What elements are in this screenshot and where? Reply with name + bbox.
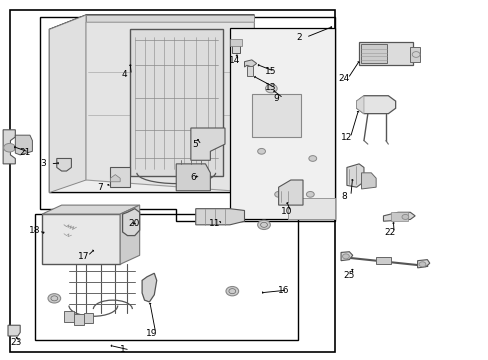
Polygon shape: [8, 325, 20, 336]
Text: 11: 11: [208, 219, 220, 228]
Bar: [246, 66, 252, 76]
Circle shape: [418, 262, 425, 267]
Text: 22: 22: [384, 228, 395, 237]
Text: 20: 20: [128, 219, 140, 228]
Bar: [358, 42, 412, 65]
Bar: [232, 40, 239, 53]
Polygon shape: [190, 128, 224, 160]
Text: 14: 14: [228, 56, 240, 65]
Polygon shape: [195, 209, 244, 225]
Text: 16: 16: [277, 285, 288, 294]
Polygon shape: [176, 164, 210, 191]
Bar: [409, 47, 419, 62]
Circle shape: [274, 192, 282, 197]
Polygon shape: [417, 260, 429, 268]
Circle shape: [401, 215, 408, 220]
Text: 17: 17: [78, 252, 89, 261]
Circle shape: [308, 156, 316, 161]
Text: 4: 4: [122, 71, 127, 80]
Text: 19: 19: [146, 329, 157, 338]
Polygon shape: [3, 130, 15, 164]
Text: 15: 15: [264, 67, 276, 76]
Circle shape: [342, 254, 348, 259]
Polygon shape: [120, 205, 140, 264]
Polygon shape: [15, 135, 32, 155]
Bar: [251, 94, 300, 137]
Text: 6: 6: [190, 173, 196, 182]
Bar: [390, 212, 407, 221]
Polygon shape: [288, 198, 334, 220]
Text: 25: 25: [343, 271, 354, 280]
Circle shape: [265, 84, 277, 93]
Text: 21: 21: [19, 148, 31, 157]
Text: 12: 12: [340, 133, 351, 142]
Polygon shape: [142, 273, 157, 302]
Polygon shape: [278, 180, 303, 205]
Circle shape: [225, 287, 238, 296]
Bar: [360, 44, 386, 63]
Bar: [375, 257, 390, 264]
Text: 9: 9: [273, 94, 279, 103]
Bar: [10, 10, 334, 352]
Polygon shape: [86, 15, 254, 22]
Polygon shape: [42, 205, 140, 214]
Circle shape: [306, 192, 314, 197]
Bar: [110, 167, 130, 187]
Polygon shape: [383, 212, 414, 221]
Polygon shape: [42, 214, 120, 264]
Text: 23: 23: [10, 338, 22, 347]
Text: 2: 2: [296, 33, 301, 42]
Text: 18: 18: [29, 226, 41, 235]
Bar: [229, 39, 242, 45]
Circle shape: [48, 294, 61, 303]
Text: 3: 3: [41, 159, 46, 168]
Polygon shape: [356, 96, 395, 114]
Polygon shape: [346, 164, 363, 187]
Circle shape: [257, 148, 265, 154]
Bar: [35, 214, 298, 339]
Text: 7: 7: [97, 183, 102, 192]
Polygon shape: [361, 173, 375, 189]
Polygon shape: [356, 96, 363, 114]
Text: 10: 10: [281, 207, 292, 216]
Polygon shape: [57, 158, 71, 171]
Text: 5: 5: [191, 140, 197, 149]
Polygon shape: [244, 60, 256, 67]
Circle shape: [3, 143, 15, 152]
Text: 8: 8: [340, 192, 346, 201]
Text: 1: 1: [120, 346, 125, 355]
Polygon shape: [110, 175, 120, 182]
Bar: [74, 315, 83, 325]
Polygon shape: [340, 252, 352, 261]
Bar: [130, 30, 222, 176]
Text: 13: 13: [264, 83, 276, 92]
Polygon shape: [229, 28, 334, 220]
Polygon shape: [49, 15, 254, 193]
Polygon shape: [122, 209, 140, 235]
Circle shape: [257, 220, 270, 229]
Bar: [64, 311, 74, 321]
Text: 24: 24: [337, 74, 348, 83]
Polygon shape: [86, 22, 254, 193]
Polygon shape: [49, 15, 86, 193]
Bar: [83, 313, 93, 323]
